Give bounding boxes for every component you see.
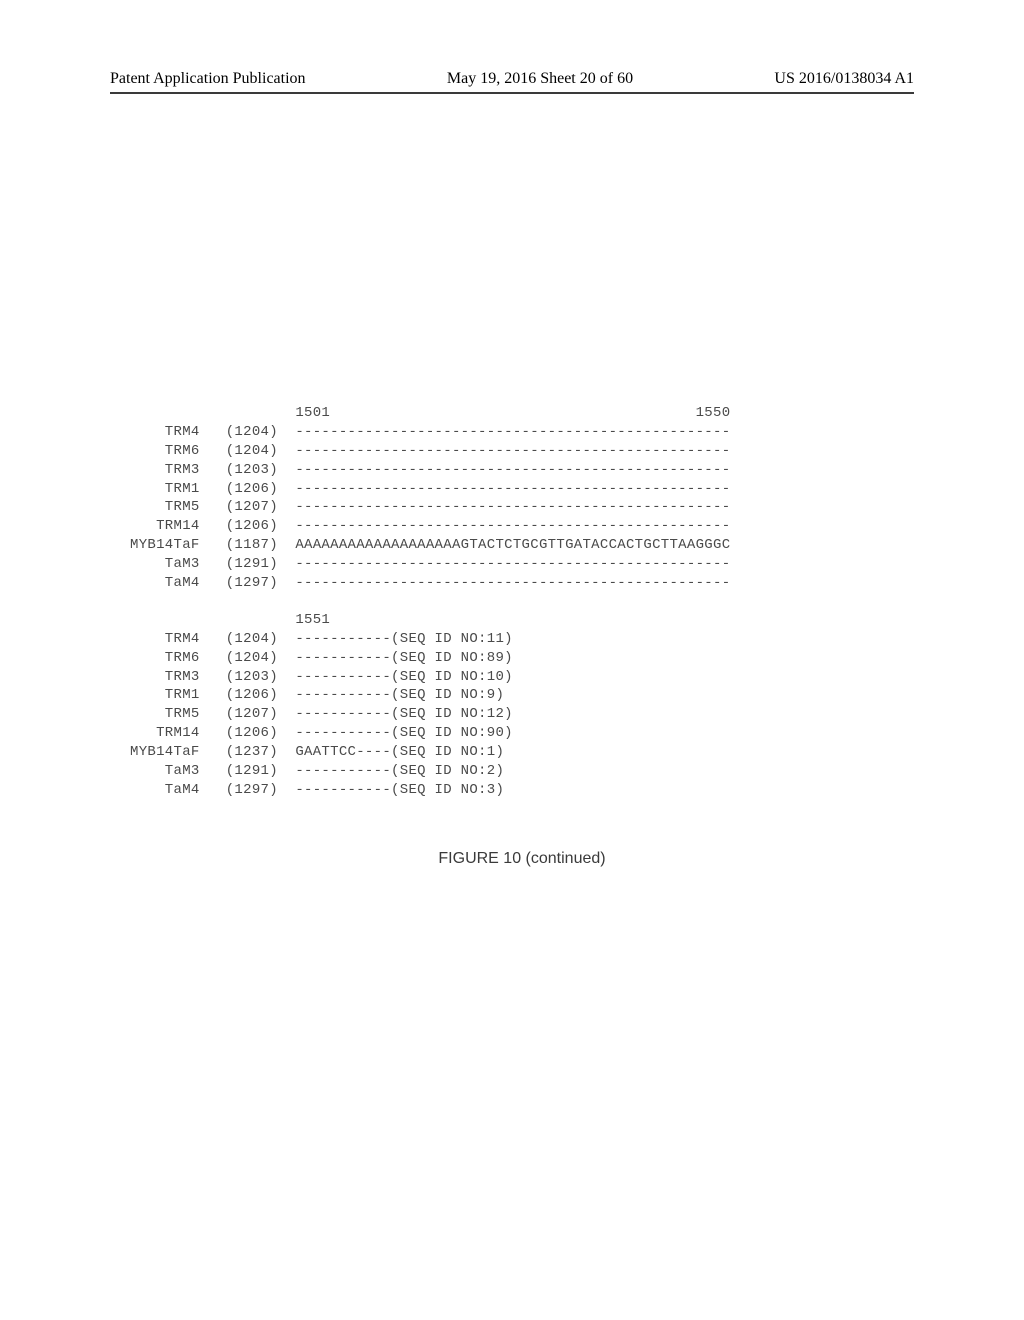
header-publication-type: Patent Application Publication: [110, 70, 306, 88]
header-patent-number: US 2016/0138034 A1: [774, 70, 914, 88]
alignment-block-1: 1501 1550 TRM4 (1204) ------------------…: [130, 404, 914, 593]
header-date-sheet: May 19, 2016 Sheet 20 of 60: [447, 70, 633, 88]
patent-page: Patent Application Publication May 19, 2…: [110, 70, 914, 1250]
page-header: Patent Application Publication May 19, 2…: [110, 70, 914, 94]
sequence-alignment: 1501 1550 TRM4 (1204) ------------------…: [130, 404, 914, 868]
alignment-block-2: 1551 TRM4 (1204) -----------(SEQ ID NO:1…: [130, 611, 914, 800]
figure-caption: FIGURE 10 (continued): [130, 850, 914, 868]
